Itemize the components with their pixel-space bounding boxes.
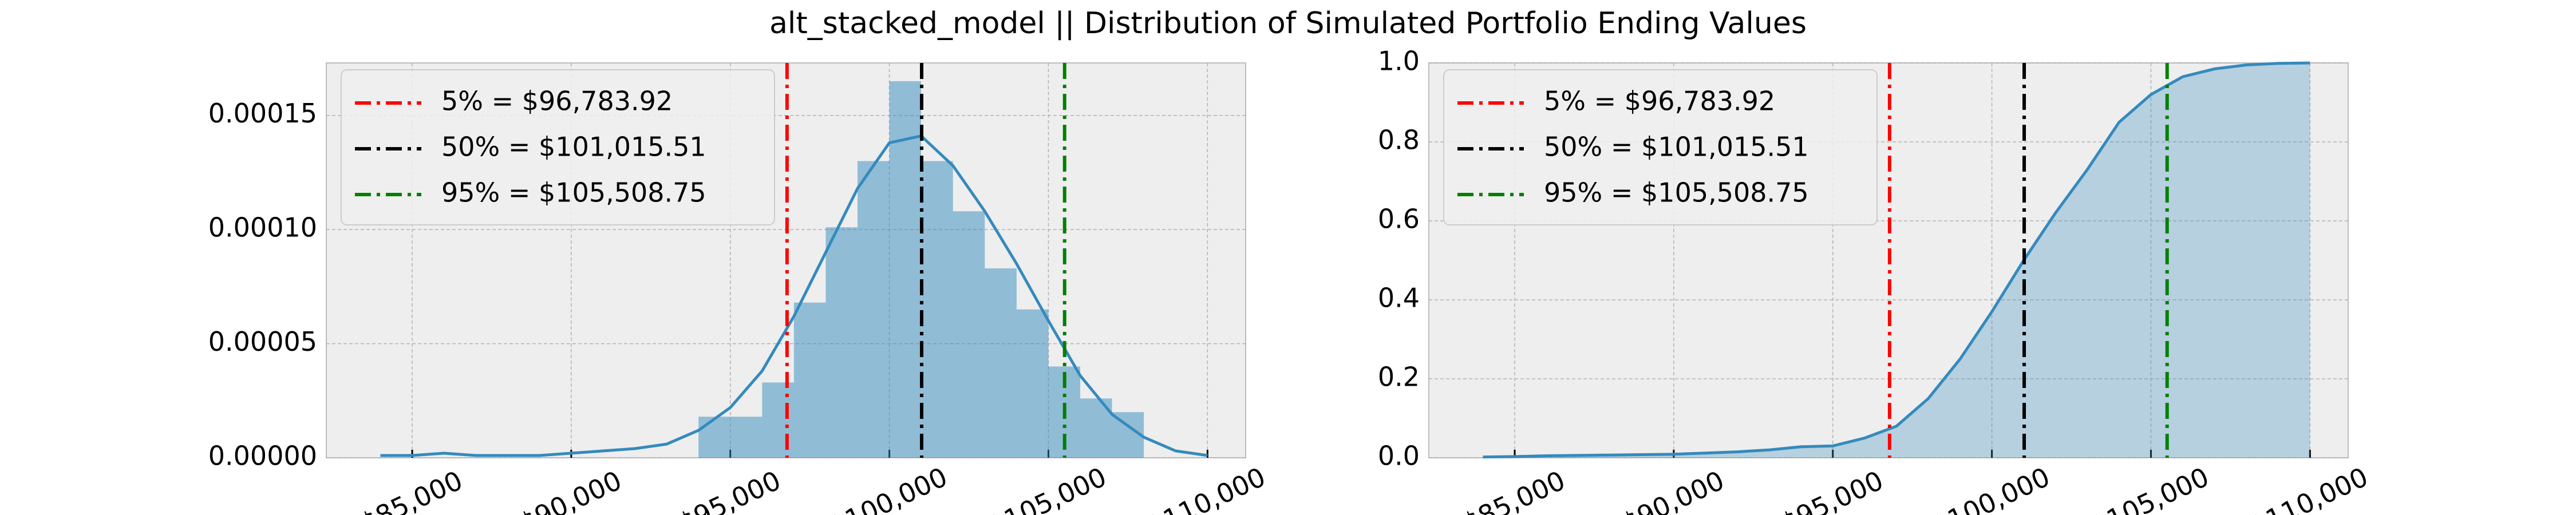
y-tick-label: 0.4 — [1378, 283, 1420, 314]
hist-bar — [985, 268, 1017, 458]
y-tick-label: 0.6 — [1378, 204, 1420, 235]
hist-bar — [889, 81, 922, 458]
legend-label: 50% = $101,015.51 — [441, 132, 706, 163]
hist-bar — [1016, 309, 1049, 458]
figure-title: alt_stacked_model || Distribution of Sim… — [769, 6, 1807, 41]
x-tick-label: $100,000 — [825, 461, 952, 515]
y-tick-label: 0.0 — [1378, 441, 1420, 472]
x-tick-label: $100,000 — [1927, 461, 2055, 515]
y-tick-label: 0.2 — [1378, 362, 1420, 393]
x-tick-label: $95,000 — [1776, 465, 1888, 515]
y-tick-label: 0.00005 — [208, 326, 317, 357]
y-tick-label: 1.0 — [1378, 46, 1420, 77]
y-tick-label: 0.00015 — [208, 98, 317, 129]
x-tick-label: $85,000 — [1458, 465, 1570, 515]
hist-bar — [698, 417, 730, 458]
hist-bar — [730, 417, 762, 458]
x-tick-label: $110,000 — [2246, 461, 2373, 515]
x-tick-label: $95,000 — [674, 465, 785, 515]
hist-bar — [762, 382, 794, 458]
kde-line — [380, 134, 1208, 457]
hist-bar — [921, 161, 953, 458]
x-tick-label: $90,000 — [1617, 465, 1729, 515]
y-tick-label: 0.00010 — [208, 212, 317, 243]
legend-label: 5% = $96,783.92 — [1544, 86, 1775, 117]
y-tick-label: 0.00000 — [208, 441, 317, 472]
x-tick-label: $105,000 — [984, 461, 1111, 515]
x-tick-label: $110,000 — [1143, 461, 1270, 515]
hist-bar — [825, 227, 858, 458]
legend-label: 5% = $96,783.92 — [441, 86, 673, 117]
cdf-line — [1483, 61, 2310, 459]
x-tick-label: $105,000 — [2087, 461, 2214, 515]
x-tick-label: $85,000 — [355, 465, 467, 515]
hist-bar — [858, 161, 890, 458]
legend-label: 95% = $105,508.75 — [1544, 177, 1809, 208]
legend-box — [341, 69, 775, 225]
cdf-area — [1483, 63, 2310, 458]
legend-label: 95% = $105,508.75 — [441, 177, 706, 208]
legend-box — [1443, 69, 1878, 225]
x-tick-label: $90,000 — [515, 465, 626, 515]
hist-bar — [953, 211, 985, 458]
y-tick-label: 0.8 — [1378, 125, 1420, 156]
legend-label: 50% = $101,015.51 — [1544, 132, 1809, 163]
hist-bar — [793, 302, 826, 458]
